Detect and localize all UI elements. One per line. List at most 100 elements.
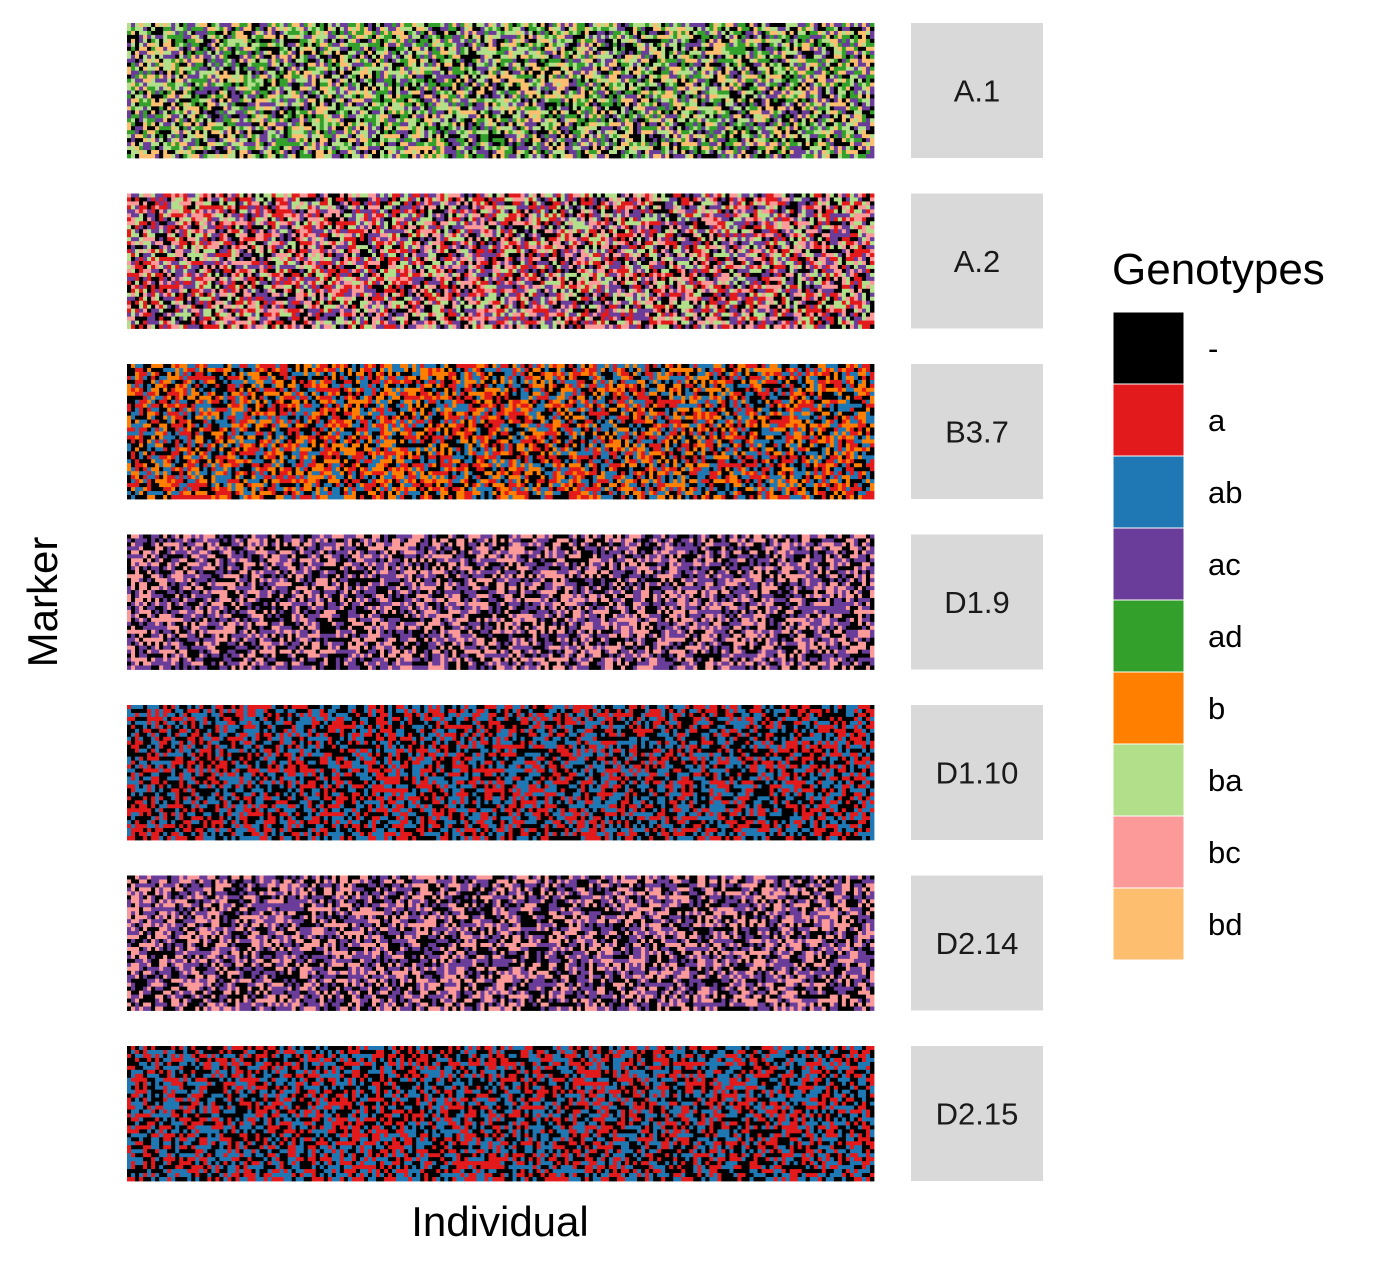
heatmap-cell xyxy=(805,54,811,60)
heatmap-cell xyxy=(841,86,847,91)
heatmap-cell xyxy=(793,26,799,32)
heatmap-cell xyxy=(199,82,204,87)
heatmap-cell xyxy=(388,98,393,103)
heatmap-cell xyxy=(299,38,305,44)
heatmap-cell xyxy=(857,42,863,48)
heatmap-cell xyxy=(376,90,381,95)
heatmap-cell xyxy=(697,106,702,111)
heatmap-cell xyxy=(616,34,622,40)
heatmap-cell xyxy=(480,46,485,52)
heatmap-cell xyxy=(504,82,509,87)
heatmap-cell xyxy=(400,38,405,44)
heatmap-cell xyxy=(243,98,248,103)
heatmap-cell xyxy=(556,78,562,83)
heatmap-cell xyxy=(620,106,626,111)
heatmap-cell xyxy=(849,30,855,36)
heatmap-cell xyxy=(576,54,582,60)
heatmap-cell xyxy=(227,66,232,72)
heatmap-cell xyxy=(588,70,594,76)
heatmap-cell xyxy=(705,54,710,60)
heatmap-cell xyxy=(753,42,758,48)
heatmap-cell xyxy=(412,118,417,123)
heatmap-cell xyxy=(351,23,357,28)
heatmap-cell xyxy=(797,42,803,48)
heatmap-cell xyxy=(484,46,489,52)
heatmap-cell xyxy=(612,122,618,127)
heatmap-cell xyxy=(608,122,614,127)
heatmap-cell xyxy=(556,62,562,68)
heatmap-cell xyxy=(343,118,349,123)
heatmap-cell xyxy=(721,34,726,40)
heatmap-cell xyxy=(396,46,401,52)
heatmap-cell xyxy=(665,126,670,131)
heatmap-cell xyxy=(737,54,742,60)
heatmap-cell xyxy=(396,62,401,68)
heatmap-cell xyxy=(183,42,188,48)
heatmap-cell xyxy=(721,66,726,72)
heatmap-cell xyxy=(456,106,461,111)
heatmap-cell xyxy=(384,46,389,52)
heatmap-cell xyxy=(825,114,831,119)
heatmap-cell xyxy=(757,118,762,123)
heatmap-cell xyxy=(460,94,465,99)
heatmap-cell xyxy=(408,122,413,127)
heatmap-cell xyxy=(199,102,204,107)
heatmap-cell xyxy=(612,82,618,87)
heatmap-cell xyxy=(685,50,690,56)
heatmap-cell xyxy=(392,102,397,107)
heatmap-cell xyxy=(472,122,477,127)
heatmap-cell xyxy=(552,86,558,91)
heatmap-cell xyxy=(865,70,871,76)
heatmap-cell xyxy=(408,90,413,95)
heatmap-cell xyxy=(572,74,578,79)
heatmap-cell xyxy=(359,122,365,127)
heatmap-cell xyxy=(167,126,172,131)
heatmap-cell xyxy=(488,78,493,83)
heatmap-cell xyxy=(420,126,425,131)
heatmap-cell xyxy=(693,122,698,127)
heatmap-cell xyxy=(384,26,389,32)
heatmap-cell xyxy=(853,114,859,119)
heatmap-cell xyxy=(689,54,694,60)
heatmap-cell xyxy=(785,110,791,115)
heatmap-cell xyxy=(857,23,863,28)
heatmap-cell xyxy=(363,46,369,52)
heatmap-cell xyxy=(817,70,823,76)
heatmap-cell xyxy=(371,74,377,79)
heatmap-cell xyxy=(697,78,702,83)
heatmap-cell xyxy=(612,98,618,103)
heatmap-cell xyxy=(733,122,738,127)
heatmap-cell xyxy=(805,122,811,127)
heatmap-cell xyxy=(183,74,188,79)
heatmap-cell xyxy=(717,38,722,44)
heatmap-cell xyxy=(773,66,779,72)
heatmap-cell xyxy=(464,90,469,95)
heatmap-cell xyxy=(681,74,686,79)
heatmap-cell xyxy=(705,62,710,68)
heatmap-cell xyxy=(183,26,188,32)
heatmap-cell xyxy=(841,94,847,99)
heatmap-cell xyxy=(404,114,409,119)
heatmap-cell xyxy=(207,58,212,64)
heatmap-cell xyxy=(833,74,839,79)
heatmap-cell xyxy=(633,30,638,36)
heatmap-cell xyxy=(508,34,513,40)
heatmap-cell xyxy=(464,78,469,83)
heatmap-cell xyxy=(452,118,457,123)
heatmap-cell xyxy=(681,114,686,119)
heatmap-cell xyxy=(359,110,365,115)
heatmap-cell xyxy=(837,82,843,87)
heatmap-cell xyxy=(560,54,566,60)
heatmap-cell xyxy=(424,102,429,107)
heatmap-cell xyxy=(424,70,429,76)
heatmap-cell xyxy=(653,30,658,36)
heatmap-cell xyxy=(777,42,783,48)
heatmap-cell xyxy=(757,23,762,28)
heatmap-cell xyxy=(845,50,851,56)
heatmap-cell xyxy=(388,26,393,32)
heatmap-cell xyxy=(440,106,445,111)
heatmap-cell xyxy=(777,74,783,79)
heatmap-cell xyxy=(251,82,256,87)
heatmap-cell xyxy=(211,70,216,76)
heatmap-cell xyxy=(267,106,272,111)
